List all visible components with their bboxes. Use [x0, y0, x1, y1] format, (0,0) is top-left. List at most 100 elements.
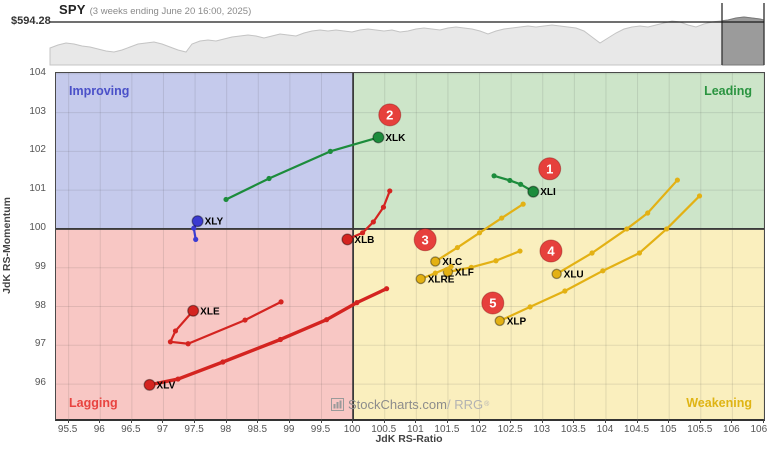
XLE-tail-point — [242, 317, 248, 323]
XLY-label[interactable]: XLY — [205, 217, 224, 228]
svg-text:3: 3 — [422, 232, 429, 247]
XLI-label[interactable]: XLI — [540, 187, 556, 198]
XLK-tail — [224, 136, 380, 201]
y-tick-label: 98 — [34, 299, 46, 311]
XLRE-dot[interactable] — [415, 273, 426, 285]
XLV-dot[interactable] — [143, 378, 156, 391]
XLE-label[interactable]: XLE — [200, 306, 220, 317]
annotation-badge-3: 3 — [413, 228, 437, 252]
watermark-main: StockCharts.com — [348, 397, 447, 412]
rrg-series-XLF: XLF — [442, 248, 523, 278]
XLC-tail-point — [454, 244, 461, 251]
x-tick-label: 103 — [533, 424, 551, 435]
x-tick-mark — [415, 419, 417, 423]
spy-area — [49, 16, 765, 66]
x-tick-label: 97 — [156, 424, 169, 435]
XLV-tail-point — [277, 336, 284, 343]
x-tick-mark — [352, 419, 354, 423]
XLB-dot[interactable] — [341, 233, 354, 246]
XLV-tail-point — [220, 359, 226, 365]
x-tick-mark — [541, 419, 543, 423]
XLY-tail-point — [193, 236, 199, 243]
XLB-tail-point — [380, 204, 387, 210]
y-tick-label: 96 — [34, 377, 46, 389]
XLE-tail-point — [167, 339, 174, 345]
XLV-tail-point — [175, 376, 181, 382]
rrg-series-XLK: XLK — [223, 131, 406, 203]
XLI-tail — [492, 174, 535, 193]
y-tick-label: 103 — [29, 105, 46, 117]
XLU-tail-point — [674, 177, 680, 183]
y-tick-label: 102 — [29, 144, 46, 156]
x-tick-mark — [194, 419, 196, 423]
x-tick-label: 100 — [343, 424, 361, 435]
svg-text:1: 1 — [546, 161, 553, 176]
x-tick-mark — [446, 419, 448, 423]
x-tick-label: 105.5 — [687, 424, 713, 435]
svg-text:5: 5 — [489, 296, 496, 311]
spy-selection-area[interactable] — [50, 16, 764, 66]
x-tick-label: 97.5 — [184, 424, 204, 435]
x-tick-label: 104.5 — [624, 424, 650, 435]
XLV-label[interactable]: XLV — [157, 380, 176, 391]
spy-overview-panel: SPY (3 weeks ending June 20 16:00, 2025) … — [0, 0, 768, 67]
XLRE-label[interactable]: XLRE — [428, 274, 455, 285]
XLU-label[interactable]: XLU — [564, 269, 584, 280]
y-tick-label: 101 — [29, 183, 46, 195]
XLI-dot[interactable] — [527, 185, 540, 198]
x-tick-mark — [257, 419, 259, 423]
XLU-dot[interactable] — [551, 268, 562, 280]
rrg-series-XLC: XLC — [430, 201, 526, 268]
svg-text:4: 4 — [547, 244, 555, 259]
XLP-tail-point — [664, 226, 670, 232]
y-tick-label: 99 — [34, 260, 46, 272]
XLK-label[interactable]: XLK — [385, 133, 406, 144]
XLI-tail-point — [491, 173, 497, 179]
rrg-series-XLE: XLE — [167, 299, 284, 347]
y-tick-label: 97 — [34, 338, 46, 350]
x-tick-mark — [478, 419, 480, 423]
XLB-tail-point — [370, 219, 376, 225]
watermark-suffix: / RRG — [446, 397, 484, 412]
XLF-tail — [446, 249, 522, 274]
x-tick-mark — [699, 419, 701, 423]
XLP-tail-point — [696, 193, 703, 199]
XLK-dot[interactable] — [372, 131, 385, 144]
XLI-tail-point — [507, 177, 513, 184]
XLI-tail-point — [518, 181, 524, 187]
x-tick-label: 103.5 — [560, 424, 586, 435]
XLK-tail-point — [327, 148, 333, 154]
x-tick-label: 106.5 — [750, 424, 768, 435]
stockcharts-logo-icon — [331, 398, 344, 411]
x-tick-label: 106 — [723, 424, 740, 435]
XLC-tail-point — [499, 215, 505, 221]
x-tick-mark — [130, 419, 132, 423]
lagging-quadrant — [56, 228, 354, 419]
XLB-label[interactable]: XLB — [354, 235, 374, 246]
XLY-dot[interactable] — [191, 215, 204, 228]
XLE-tail — [169, 300, 283, 345]
rrg-series-XLP: XLP — [494, 193, 703, 327]
symbol-label: SPY — [59, 2, 86, 17]
XLE-dot[interactable] — [187, 304, 200, 317]
svg-text:2: 2 — [386, 107, 393, 122]
spy-area-chart[interactable] — [0, 0, 768, 67]
stockcharts-watermark: StockCharts.com / RRG ® — [331, 397, 489, 412]
XLV-tail-point — [354, 300, 360, 306]
XLP-tail-point — [562, 288, 568, 294]
quadrant-label-leading: Leading — [704, 84, 752, 98]
XLF-label[interactable]: XLF — [455, 267, 474, 278]
x-tick-mark — [636, 419, 638, 423]
XLP-label[interactable]: XLP — [507, 316, 527, 327]
XLF-tail-point — [493, 258, 499, 264]
quadrant-label-weakening: Weakening — [686, 396, 752, 410]
x-tick-label: 99 — [283, 424, 295, 435]
x-tick-label: 104 — [596, 424, 614, 435]
XLC-label[interactable]: XLC — [442, 257, 462, 268]
XLU-tail-point — [645, 210, 651, 216]
XLP-dot[interactable] — [494, 315, 506, 327]
XLC-dot[interactable] — [430, 256, 441, 267]
weakening-quadrant — [353, 228, 764, 419]
price-label: $594.28 — [11, 15, 51, 27]
spy-header: SPY (3 weeks ending June 20 16:00, 2025) — [59, 1, 251, 19]
